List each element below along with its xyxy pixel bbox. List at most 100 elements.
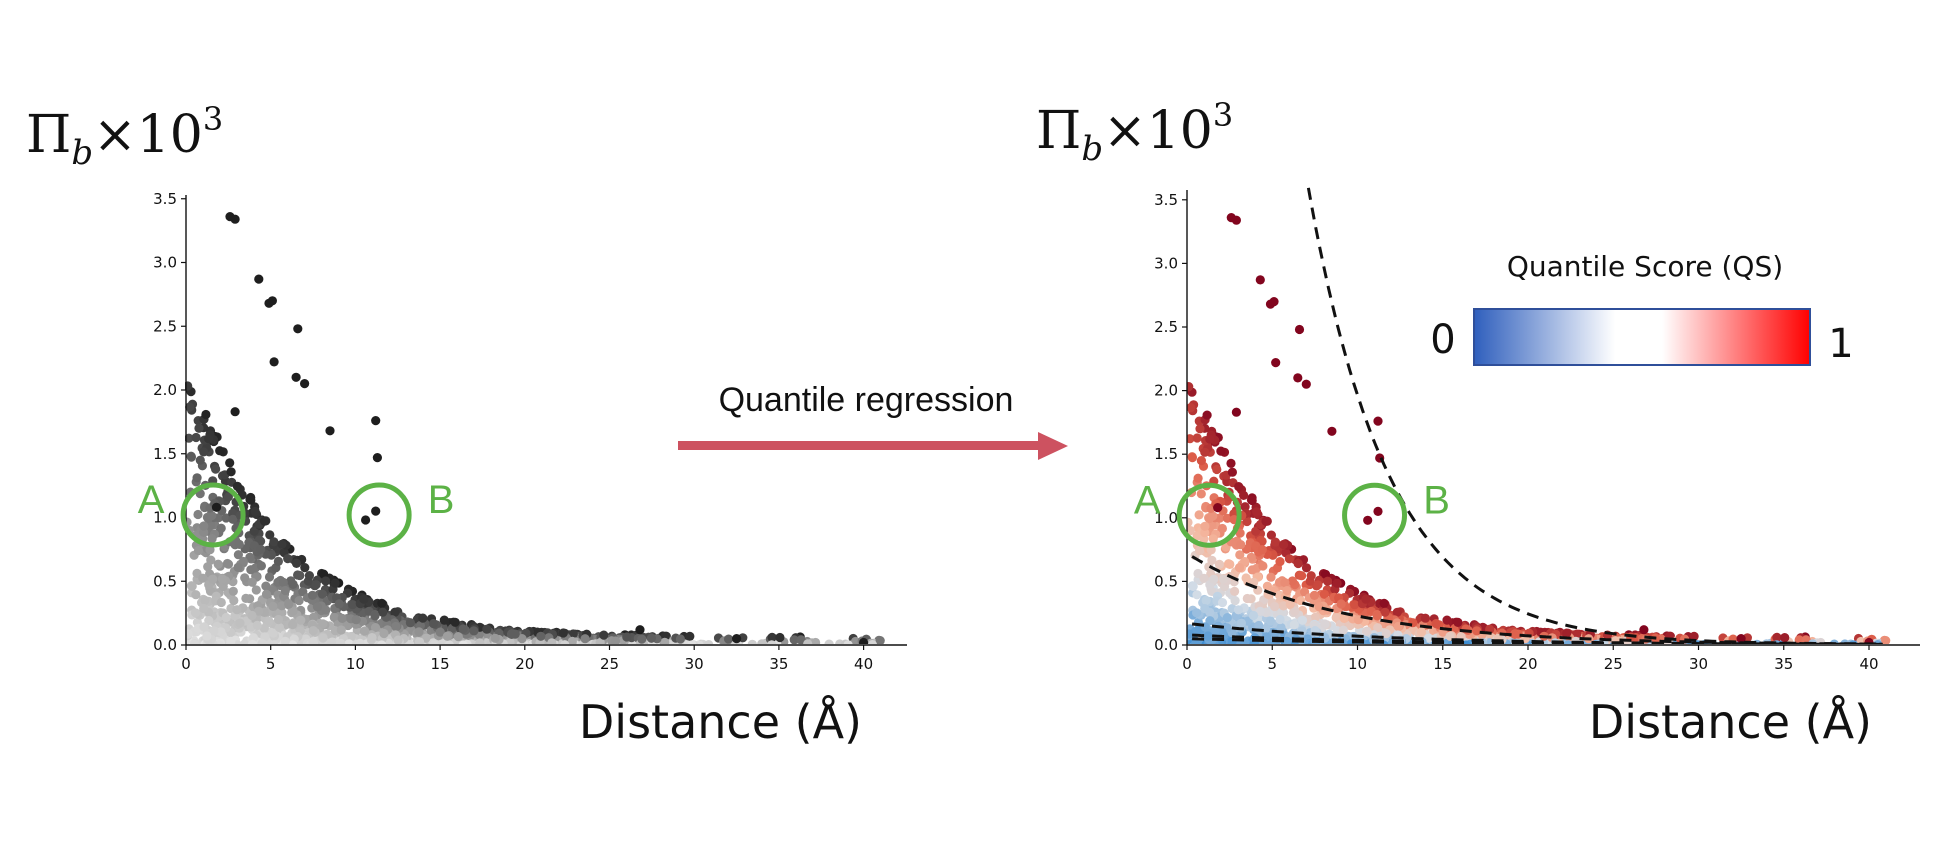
scatter-point: [317, 589, 328, 599]
scatter-point: [1236, 540, 1246, 550]
scatter-point: [319, 569, 329, 579]
scatter-point: [1224, 559, 1234, 569]
scatter-point: [1453, 617, 1463, 628]
scatter-point: [1196, 456, 1206, 466]
scatter-point: [213, 559, 223, 569]
x-tick-label: 35: [1774, 655, 1793, 673]
scatter-point: [1208, 511, 1218, 521]
scatter-point: [371, 416, 381, 426]
scatter-point: [199, 622, 209, 632]
scatter-point: [228, 586, 238, 596]
scatter-point: [767, 640, 777, 644]
left-axes: 0 5 10 15 20 25 30 35 40 0.0 0.5 1.0 1.5 2.0 2.5 3.0 3.5: [153, 190, 907, 673]
x-tick-label: 5: [1267, 655, 1277, 673]
scatter-point: [250, 506, 260, 517]
scatter-point: [789, 635, 799, 644]
scatter-point: [268, 628, 278, 638]
scatter-point: [252, 620, 262, 631]
scatter-point: [208, 574, 218, 584]
scatter-point: [337, 613, 347, 624]
scatter-point: [875, 636, 885, 644]
scatter-point: [190, 608, 201, 618]
scatter-point: [390, 607, 400, 617]
scatter-point: [391, 621, 401, 632]
scatter-point: [348, 600, 358, 610]
scatter-point: [1275, 557, 1285, 567]
scatter-point: [429, 640, 439, 644]
scatter-point: [192, 473, 202, 483]
scatter-point: [254, 606, 264, 616]
scatter-point: [1210, 626, 1220, 636]
scatter-point: [867, 640, 877, 644]
scatter-point: [453, 632, 463, 642]
scatter-point: [1442, 615, 1452, 625]
scatter-point: [1772, 632, 1782, 643]
scatter-point: [1293, 558, 1303, 569]
scatter-point: [193, 545, 204, 556]
scatter-point: [204, 434, 214, 444]
scatter-point: [246, 495, 256, 505]
y-tick-label: 0.0: [153, 636, 177, 654]
scatter-point: [321, 576, 331, 586]
scatter-point: [295, 570, 305, 581]
scatter-point: [1230, 586, 1240, 597]
scatter-point: [803, 639, 813, 644]
scatter-point: [1242, 593, 1252, 604]
scatter-point: [1195, 424, 1205, 434]
scatter-point: [230, 407, 240, 417]
scatter-point: [283, 554, 293, 564]
scatter-point: [1271, 358, 1281, 368]
right-ylabel: Πb×103: [1036, 96, 1233, 169]
scatter-point: [1258, 561, 1268, 571]
scatter-point: [580, 634, 590, 644]
scatter-point: [1270, 601, 1280, 612]
scatter-point: [1187, 403, 1196, 413]
scatter-point: [1214, 559, 1224, 570]
scatter-point: [232, 481, 242, 491]
scatter-point: [622, 632, 632, 642]
scatter-point: [1285, 599, 1295, 609]
scatter-point: [1301, 379, 1311, 389]
y-tick-label: 2.5: [1154, 318, 1178, 336]
scatter-point: [288, 640, 298, 644]
scatter-point: [230, 214, 240, 224]
scatter-point: [1373, 416, 1383, 426]
scatter-point: [1205, 616, 1215, 626]
scatter-point: [1251, 526, 1261, 536]
scatter-point: [1208, 534, 1218, 544]
scatter-point: [414, 637, 425, 644]
scatter-point: [294, 596, 304, 606]
scatter-point: [1279, 539, 1289, 550]
y-tick-label: 1.0: [1154, 509, 1178, 527]
y-tick-label: 1.5: [153, 445, 177, 463]
scatter-point: [191, 590, 201, 600]
scatter-point: [1373, 506, 1383, 516]
arrow-head-icon: [1038, 432, 1068, 460]
y-tick-label: 0.0: [1154, 636, 1178, 654]
x-tick-label: 40: [854, 655, 873, 673]
scatter-point: [1216, 446, 1226, 456]
scatter-point: [240, 573, 250, 583]
scatter-point: [1339, 613, 1349, 624]
scatter-point: [1195, 546, 1205, 556]
scatter-point: [199, 527, 209, 538]
scatter-point: [1217, 627, 1227, 637]
scatter-point: [1248, 610, 1259, 621]
scatter-point: [458, 624, 468, 634]
scatter-point: [1187, 526, 1195, 536]
scatter-point: [1217, 523, 1227, 534]
scatter-point: [1289, 620, 1299, 630]
arrow-label: Quantile regression: [719, 381, 1014, 419]
scatter-point: [249, 526, 259, 536]
scatter-point: [1297, 615, 1308, 625]
scatter-point: [1192, 590, 1202, 600]
scatter-point: [1217, 598, 1228, 608]
scatter-point: [336, 638, 346, 644]
scatter-point: [1338, 625, 1348, 635]
x-tick-label: 0: [1182, 655, 1192, 673]
left-panel: Πb×103 0 5 10 15 20 25 30 35 40 0.0 0.5 1.0 1.5 2.0 2.…: [26, 100, 907, 749]
scatter-point: [1227, 467, 1237, 477]
scatter-point: [1239, 490, 1249, 500]
scatter-point: [1265, 616, 1276, 626]
scatter-point: [1209, 574, 1219, 584]
